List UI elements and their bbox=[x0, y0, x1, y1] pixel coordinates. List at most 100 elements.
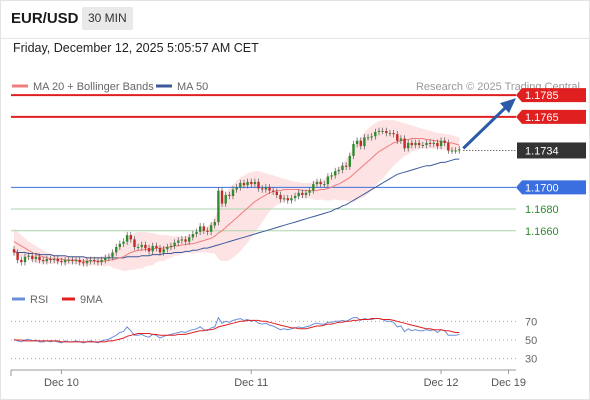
resistance-label-0: 1.1785 bbox=[525, 90, 559, 102]
rsi-legend-label-1: 9MA bbox=[80, 294, 103, 306]
candle bbox=[42, 260, 45, 262]
candle bbox=[191, 234, 195, 238]
candle bbox=[16, 252, 19, 261]
candle bbox=[458, 149, 461, 151]
candle bbox=[228, 194, 231, 196]
candle bbox=[158, 248, 162, 253]
support-label-5: 1.1660 bbox=[525, 226, 559, 238]
forecast-arrow-shaft bbox=[462, 106, 508, 150]
candle bbox=[388, 133, 392, 135]
candle bbox=[67, 260, 70, 261]
candle bbox=[71, 260, 74, 262]
rsi-line bbox=[13, 316, 460, 344]
candle bbox=[140, 244, 143, 248]
candle bbox=[432, 142, 435, 144]
candle bbox=[125, 235, 129, 242]
candle bbox=[421, 145, 424, 146]
candle bbox=[169, 245, 173, 247]
candle bbox=[450, 150, 454, 152]
candle bbox=[352, 144, 355, 156]
candle bbox=[297, 192, 300, 197]
candle bbox=[275, 191, 278, 195]
candle bbox=[414, 142, 417, 146]
x-tick-label-3: Dec 19 bbox=[491, 377, 526, 389]
rsi-legend-label-0: RSI bbox=[30, 294, 48, 306]
candle bbox=[27, 255, 30, 257]
candle bbox=[326, 176, 330, 185]
candle bbox=[355, 140, 359, 144]
candle bbox=[264, 187, 268, 190]
last-price-label: 1.1734 bbox=[525, 145, 559, 157]
candle bbox=[286, 198, 289, 201]
candle bbox=[122, 241, 125, 244]
candle bbox=[199, 226, 202, 232]
candle bbox=[377, 130, 381, 132]
candle bbox=[85, 261, 89, 264]
candle bbox=[104, 257, 107, 261]
legend-label-ma50: MA 50 bbox=[177, 81, 208, 93]
candle bbox=[115, 247, 118, 253]
candle bbox=[235, 187, 238, 190]
candle bbox=[93, 260, 96, 262]
chart-header: EUR/USD 30 MIN bbox=[0, 0, 590, 39]
candle bbox=[253, 181, 257, 185]
candles-group bbox=[12, 127, 461, 267]
candle bbox=[374, 132, 377, 137]
candle bbox=[239, 183, 242, 188]
candle bbox=[290, 198, 293, 201]
candle bbox=[250, 181, 253, 185]
support-label-4: 1.1680 bbox=[525, 204, 559, 216]
candle bbox=[293, 196, 297, 199]
candle bbox=[118, 243, 121, 248]
candle bbox=[392, 133, 395, 135]
candle bbox=[399, 138, 403, 141]
candle bbox=[74, 260, 78, 262]
timeframe-badge[interactable]: 30 MIN bbox=[82, 7, 133, 30]
candle bbox=[206, 230, 209, 232]
candle bbox=[323, 184, 326, 186]
candle bbox=[220, 190, 224, 204]
chart-datetime: Friday, December 12, 2025 5:05:57 AM CET bbox=[13, 41, 259, 55]
candle bbox=[20, 260, 23, 263]
candle bbox=[282, 198, 286, 200]
pivot-box-3 bbox=[516, 180, 586, 195]
candle bbox=[381, 130, 384, 132]
resistance-box-0 bbox=[516, 88, 586, 103]
candle bbox=[56, 259, 59, 262]
candle bbox=[173, 242, 176, 246]
candle bbox=[217, 190, 220, 223]
candle bbox=[308, 190, 311, 193]
candle bbox=[82, 262, 85, 264]
candle bbox=[151, 245, 154, 252]
candle bbox=[319, 181, 322, 185]
candle bbox=[403, 138, 406, 149]
candle bbox=[177, 240, 180, 243]
ma50-line bbox=[13, 158, 460, 259]
candle bbox=[45, 259, 48, 262]
candle bbox=[246, 181, 249, 186]
candle bbox=[304, 192, 308, 195]
candle bbox=[257, 181, 260, 189]
candle bbox=[180, 239, 184, 241]
candle bbox=[34, 256, 38, 259]
x-tick-label-2: Dec 12 bbox=[424, 377, 459, 389]
candle bbox=[89, 260, 92, 262]
bollinger-band-fill bbox=[14, 120, 460, 271]
candle bbox=[315, 181, 319, 185]
candle bbox=[155, 245, 158, 249]
resistance-label-1: 1.1765 bbox=[525, 112, 559, 124]
candle bbox=[136, 247, 140, 248]
candle bbox=[111, 252, 114, 257]
candle bbox=[301, 192, 304, 195]
candle bbox=[213, 222, 216, 226]
candle bbox=[60, 261, 63, 263]
forecast-arrow-head bbox=[500, 98, 516, 114]
candle bbox=[202, 226, 205, 231]
candle bbox=[184, 239, 187, 242]
candle bbox=[330, 175, 333, 177]
candle bbox=[188, 237, 191, 242]
pivot-label-3: 1.1700 bbox=[525, 182, 559, 194]
symbol-title: EUR/USD bbox=[11, 10, 79, 27]
candle bbox=[38, 256, 41, 261]
